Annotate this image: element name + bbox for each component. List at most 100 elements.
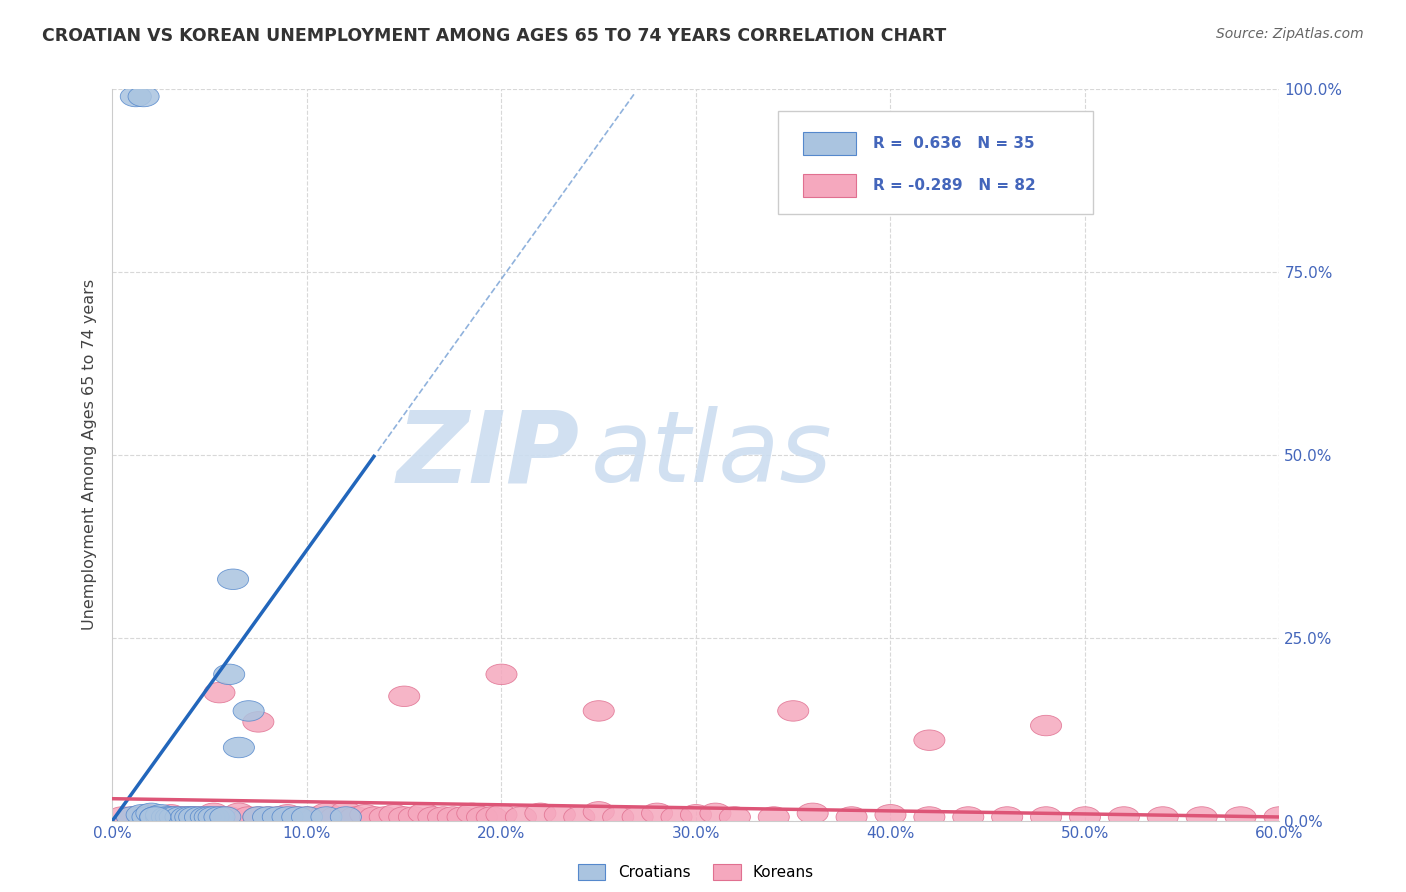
Ellipse shape — [152, 806, 183, 827]
Ellipse shape — [914, 730, 945, 750]
Ellipse shape — [720, 806, 751, 827]
Ellipse shape — [1147, 806, 1178, 827]
Ellipse shape — [700, 803, 731, 823]
Ellipse shape — [172, 806, 202, 827]
Ellipse shape — [291, 806, 322, 827]
Ellipse shape — [1187, 806, 1218, 827]
Ellipse shape — [914, 806, 945, 827]
Ellipse shape — [204, 806, 235, 827]
Ellipse shape — [233, 806, 264, 827]
Ellipse shape — [408, 803, 439, 823]
Ellipse shape — [233, 701, 264, 721]
Text: Source: ZipAtlas.com: Source: ZipAtlas.com — [1216, 27, 1364, 41]
Ellipse shape — [301, 806, 332, 827]
Ellipse shape — [778, 701, 808, 721]
Ellipse shape — [198, 806, 229, 827]
Ellipse shape — [224, 803, 254, 823]
Ellipse shape — [281, 806, 312, 827]
Ellipse shape — [243, 806, 274, 827]
Ellipse shape — [360, 806, 391, 827]
Ellipse shape — [603, 806, 634, 827]
Ellipse shape — [165, 806, 195, 827]
Ellipse shape — [486, 805, 517, 825]
Ellipse shape — [117, 806, 148, 827]
Ellipse shape — [321, 806, 352, 827]
Ellipse shape — [330, 802, 361, 822]
Ellipse shape — [214, 665, 245, 684]
Ellipse shape — [243, 712, 274, 732]
Ellipse shape — [132, 806, 163, 827]
Ellipse shape — [146, 806, 177, 827]
Ellipse shape — [524, 803, 555, 823]
Ellipse shape — [107, 806, 138, 827]
Ellipse shape — [179, 806, 209, 827]
Ellipse shape — [174, 806, 205, 827]
Ellipse shape — [127, 805, 157, 825]
Ellipse shape — [370, 806, 401, 827]
Ellipse shape — [209, 806, 240, 827]
Ellipse shape — [190, 806, 221, 827]
Ellipse shape — [350, 805, 381, 825]
Ellipse shape — [418, 806, 449, 827]
Ellipse shape — [271, 805, 304, 825]
Ellipse shape — [139, 806, 172, 827]
Ellipse shape — [165, 806, 195, 827]
Ellipse shape — [1264, 806, 1295, 827]
Ellipse shape — [174, 806, 205, 827]
Ellipse shape — [437, 806, 468, 827]
FancyBboxPatch shape — [803, 174, 856, 197]
Ellipse shape — [146, 806, 177, 827]
Ellipse shape — [564, 806, 595, 827]
Ellipse shape — [117, 806, 148, 827]
Ellipse shape — [128, 87, 159, 107]
Ellipse shape — [155, 805, 187, 825]
Ellipse shape — [184, 806, 215, 827]
Ellipse shape — [146, 805, 177, 825]
Ellipse shape — [875, 805, 905, 825]
Ellipse shape — [214, 806, 245, 827]
Ellipse shape — [194, 806, 225, 827]
Ellipse shape — [121, 87, 152, 107]
Ellipse shape — [224, 738, 254, 757]
Ellipse shape — [198, 803, 229, 823]
Ellipse shape — [139, 806, 172, 827]
Ellipse shape — [583, 701, 614, 721]
Ellipse shape — [281, 806, 312, 827]
Ellipse shape — [837, 806, 868, 827]
Ellipse shape — [427, 806, 458, 827]
Ellipse shape — [204, 682, 235, 703]
Ellipse shape — [184, 806, 215, 827]
Ellipse shape — [621, 806, 654, 827]
Text: atlas: atlas — [591, 407, 832, 503]
Ellipse shape — [1031, 806, 1062, 827]
Ellipse shape — [218, 569, 249, 590]
Ellipse shape — [311, 803, 342, 823]
Ellipse shape — [263, 806, 294, 827]
Ellipse shape — [139, 806, 172, 827]
Ellipse shape — [271, 806, 304, 827]
FancyBboxPatch shape — [803, 132, 856, 155]
Ellipse shape — [263, 806, 294, 827]
Ellipse shape — [127, 806, 157, 827]
Ellipse shape — [136, 806, 167, 827]
Ellipse shape — [447, 806, 478, 827]
Ellipse shape — [136, 803, 167, 823]
Ellipse shape — [641, 803, 672, 823]
Text: R =  0.636   N = 35: R = 0.636 N = 35 — [873, 136, 1035, 151]
Ellipse shape — [991, 806, 1022, 827]
Ellipse shape — [204, 806, 235, 827]
Ellipse shape — [467, 806, 498, 827]
Ellipse shape — [291, 806, 322, 827]
Ellipse shape — [1108, 806, 1139, 827]
Ellipse shape — [1031, 715, 1062, 736]
Ellipse shape — [190, 806, 221, 827]
Ellipse shape — [243, 806, 274, 827]
Ellipse shape — [477, 806, 508, 827]
Ellipse shape — [159, 806, 190, 827]
Ellipse shape — [311, 806, 342, 827]
Ellipse shape — [330, 806, 361, 827]
Ellipse shape — [398, 806, 429, 827]
Ellipse shape — [505, 806, 537, 827]
Ellipse shape — [194, 806, 225, 827]
Text: CROATIAN VS KOREAN UNEMPLOYMENT AMONG AGES 65 TO 74 YEARS CORRELATION CHART: CROATIAN VS KOREAN UNEMPLOYMENT AMONG AG… — [42, 27, 946, 45]
